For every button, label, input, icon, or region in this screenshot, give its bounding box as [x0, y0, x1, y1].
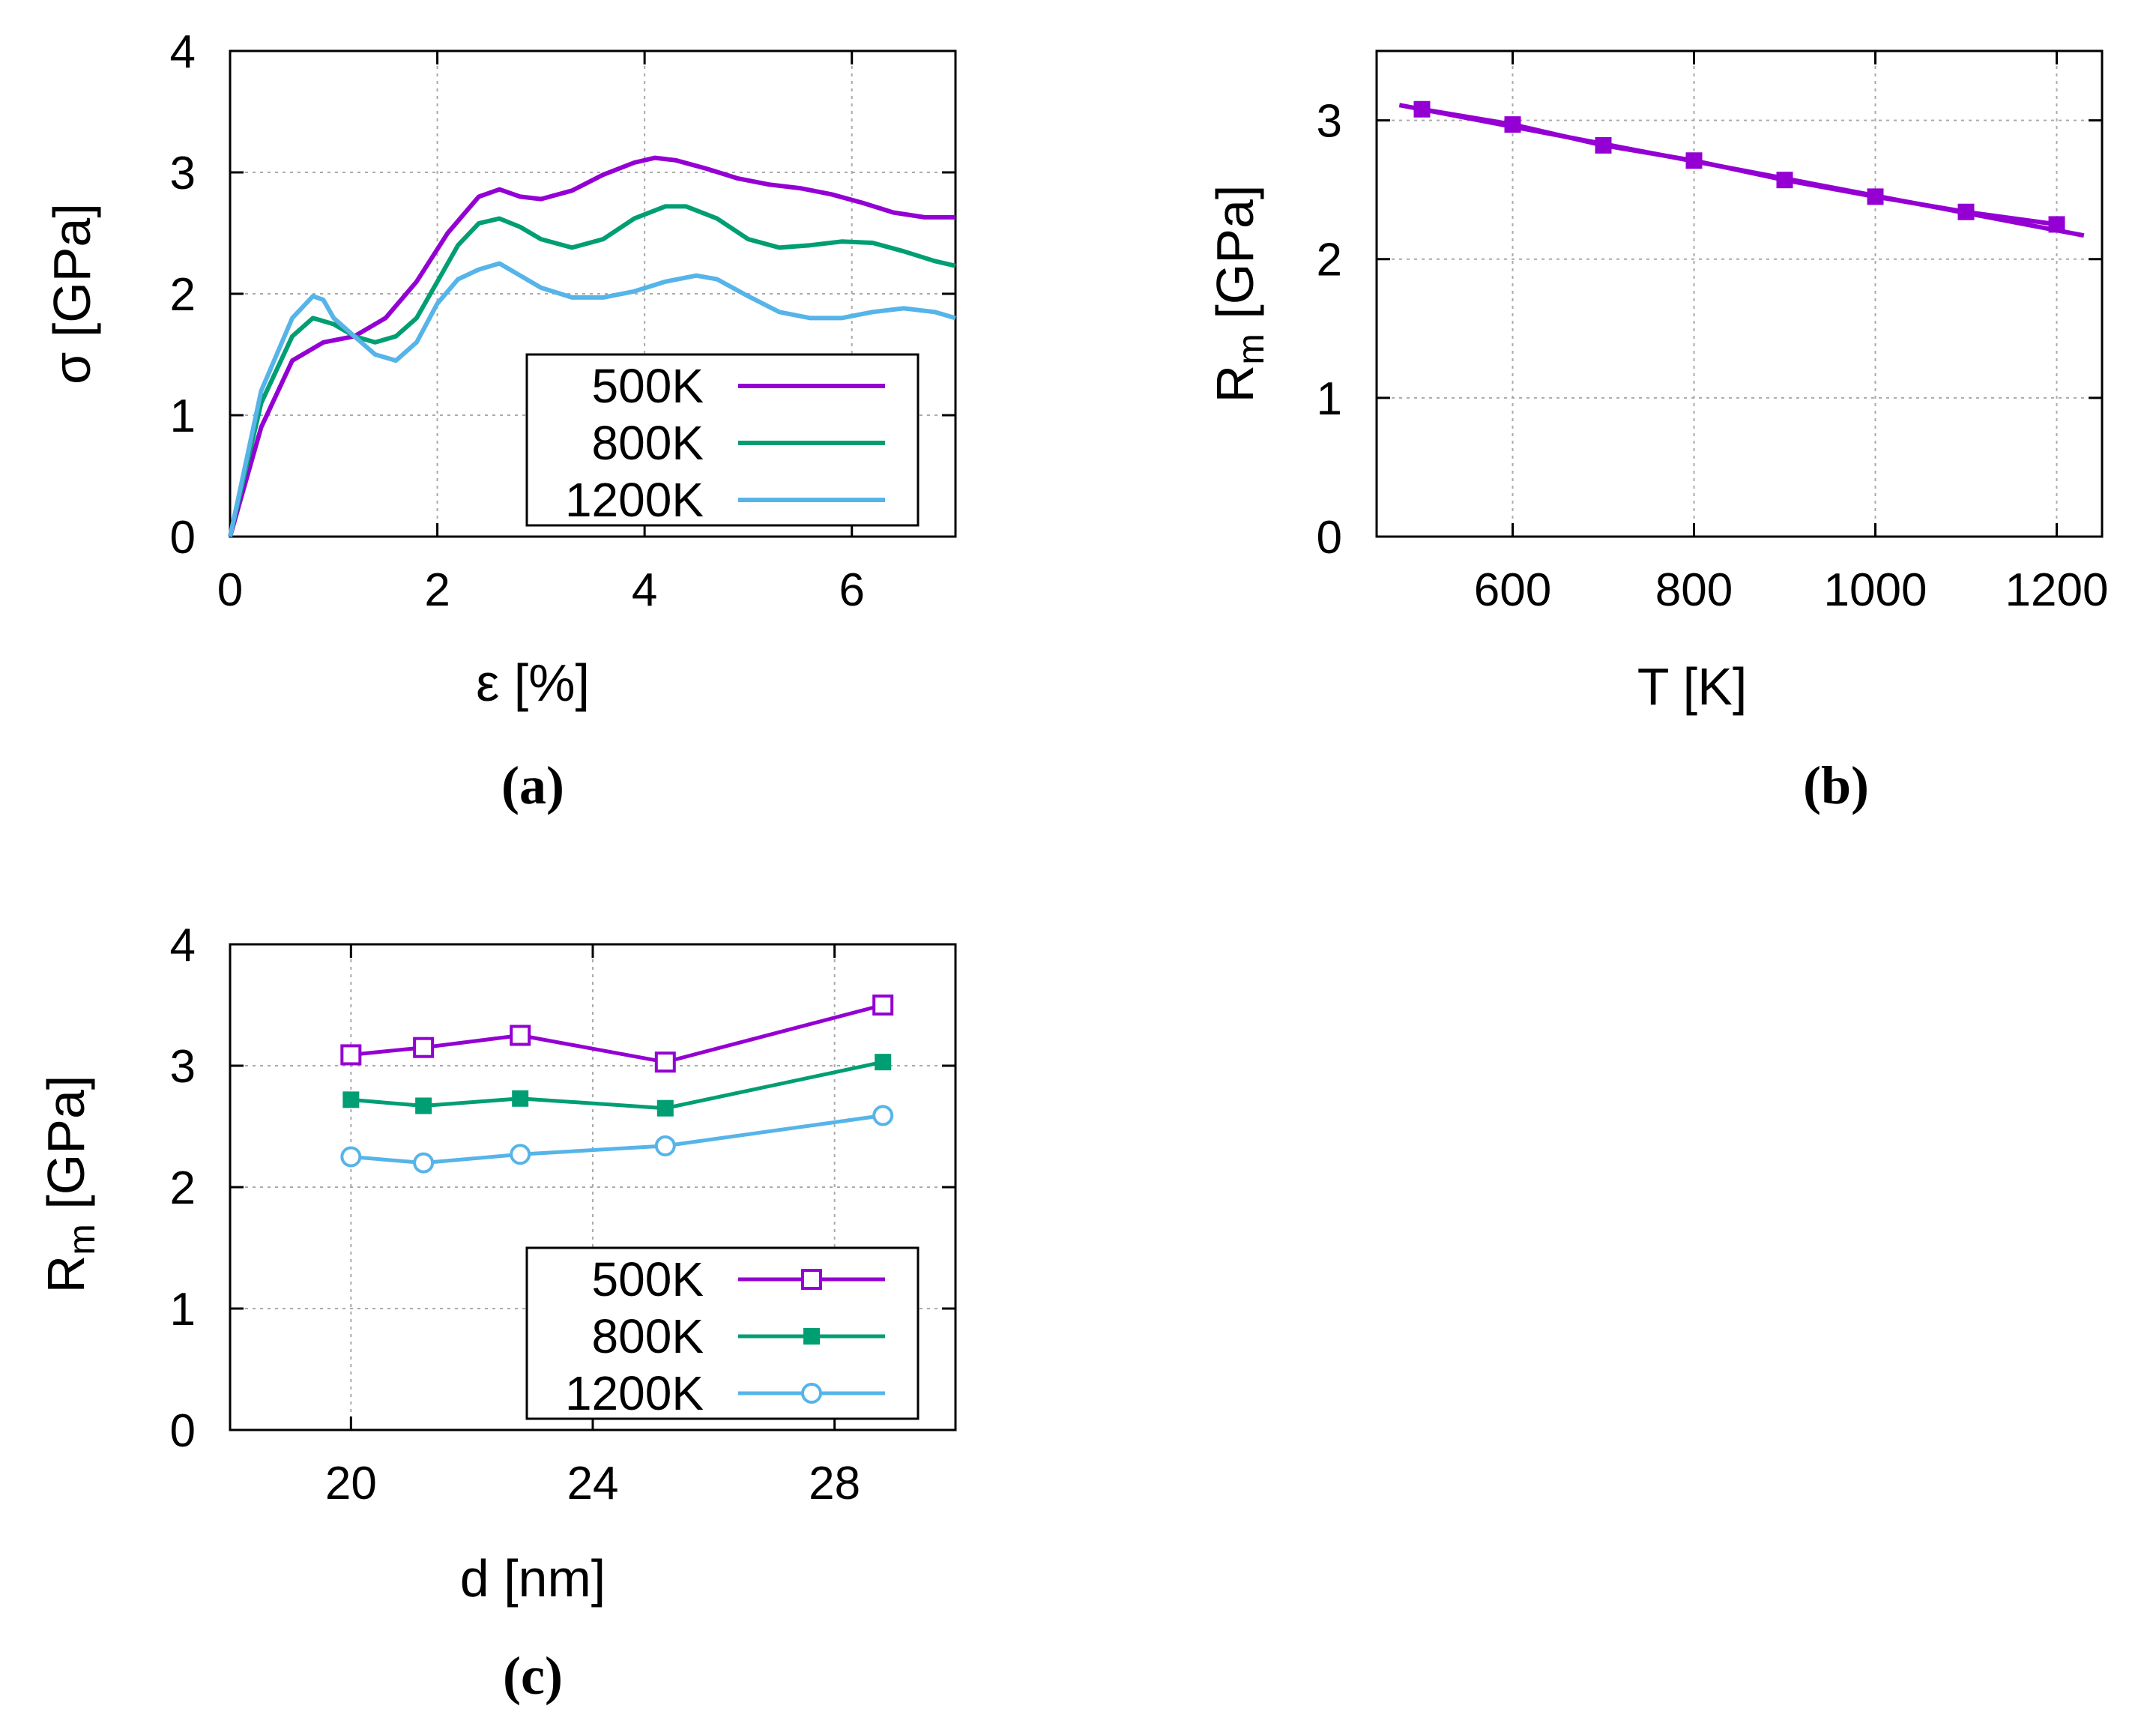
caption-c: (c): [503, 1646, 563, 1706]
x-tick-label-b-0: 600: [1474, 564, 1551, 616]
legend-marker-c-2: [801, 1383, 822, 1404]
y-tick-label-a-3: 3: [170, 148, 196, 199]
x-tick-label-c-1: 24: [567, 1458, 619, 1509]
y-tick-label-b-1: 1: [1317, 373, 1342, 425]
x-tick-label-a-3: 6: [839, 564, 864, 616]
y-tick-label-c-3: 3: [170, 1041, 196, 1093]
data-point-c-0-1: [413, 1037, 435, 1058]
y-tick-label-a-2: 2: [170, 269, 196, 321]
y-tick-label-b-0: 0: [1317, 512, 1342, 564]
legend-label-a-1: 800K: [592, 416, 704, 470]
y-axis-label-c-sub: m: [61, 1224, 103, 1255]
plot-area-c: 20 24 28 0 1 2 3 4: [170, 920, 957, 1509]
y-axis-label-b-tail: [GPa]: [1206, 185, 1264, 334]
x-tick-label-a-2: 4: [632, 564, 657, 616]
data-point-c-2-0: [340, 1146, 362, 1168]
plot-frame-b: [1375, 49, 2104, 538]
y-tick-label-b-2: 2: [1317, 235, 1342, 286]
caption-b: (b): [1803, 755, 1869, 815]
legend-marker-c-0: [801, 1269, 822, 1290]
y-tick-label-a-0: 0: [170, 512, 196, 564]
x-tick-label-b-2: 1000: [1824, 564, 1927, 616]
x-tick-label-c-2: 28: [809, 1458, 860, 1509]
y-tick-label-a-1: 1: [170, 390, 196, 442]
x-tick-label-b-3: 1200: [2005, 564, 2109, 616]
legend-label-c-1: 800K: [592, 1309, 704, 1363]
data-point-c-0-4: [872, 995, 894, 1016]
y-axis-label-a: σ [GPa]: [43, 203, 101, 384]
x-axis-label-c: d [nm]: [460, 1549, 606, 1608]
legend-label-c-2: 1200K: [565, 1366, 704, 1420]
data-point-c-0-0: [340, 1044, 362, 1066]
y-tick-label-c-4: 4: [170, 920, 196, 971]
x-tick-label-a-0: 0: [217, 564, 243, 616]
legend-label-a-0: 500K: [592, 359, 704, 413]
plot-area-a: 0 2 4 6 0 1 2 3 4: [170, 26, 957, 616]
caption-a: (a): [501, 755, 564, 815]
x-tick-label-b-1: 800: [1655, 564, 1733, 616]
data-point-c-0-3: [654, 1051, 676, 1073]
data-point-c-1-2: [512, 1090, 529, 1107]
legend-marker-c-1: [803, 1328, 820, 1345]
data-point-c-2-3: [654, 1135, 676, 1156]
y-tick-label-c-1: 1: [170, 1284, 196, 1336]
data-point-c-1-1: [415, 1097, 432, 1114]
data-point-c-2-1: [413, 1152, 435, 1174]
x-axis-label-b: T [K]: [1637, 657, 1748, 716]
chart-panel-b: 600 800 1000 1200 0 1 2 3 T [K] Rm [GPa] (b): [1206, 49, 2109, 815]
legend-label-a-2: 1200K: [565, 473, 704, 527]
series-line-a-0: [228, 155, 955, 537]
x-tick-label-a-1: 2: [424, 564, 450, 616]
y-axis-label-b: Rm [GPa]: [1206, 185, 1272, 403]
y-axis-label-b-main: R: [1206, 365, 1264, 403]
y-axis-label-c: Rm [GPa]: [37, 1075, 103, 1294]
legend-box-a: [525, 353, 920, 527]
data-point-c-2-2: [510, 1144, 531, 1165]
series-line-a-2: [228, 261, 956, 537]
data-point-c-0-2: [510, 1025, 531, 1046]
data-point-c-1-3: [656, 1099, 674, 1117]
plot-area-b: 600 800 1000 1200 0 1 2 3: [1317, 49, 2109, 616]
series-line-b-1: [1398, 103, 2085, 238]
y-tick-label-c-0: 0: [170, 1405, 196, 1457]
x-axis-label-a: ε [%]: [476, 654, 590, 712]
y-axis-label-c-main: R: [37, 1255, 95, 1294]
y-axis-label-b-sub: m: [1230, 334, 1272, 365]
data-point-c-1-4: [875, 1054, 892, 1071]
legend-label-c-0: 500K: [592, 1252, 704, 1306]
y-tick-label-b-3: 3: [1317, 96, 1342, 148]
y-axis-label-c-tail: [GPa]: [37, 1075, 95, 1224]
data-point-c-1-0: [342, 1091, 360, 1108]
data-point-c-2-4: [872, 1105, 894, 1126]
y-tick-label-a-4: 4: [170, 26, 196, 78]
y-tick-label-c-2: 2: [170, 1162, 196, 1214]
x-tick-label-c-0: 20: [325, 1458, 377, 1509]
legend-box-c: [525, 1246, 920, 1420]
